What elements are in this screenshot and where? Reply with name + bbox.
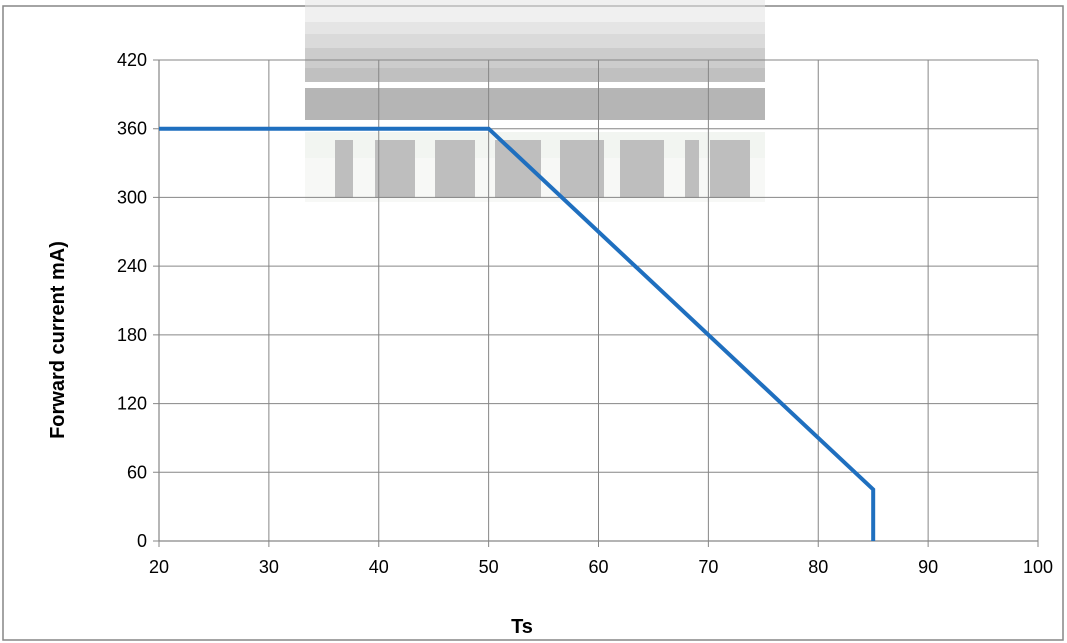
y-tick-label: 120 xyxy=(117,394,147,414)
watermark xyxy=(305,0,765,202)
axes xyxy=(158,60,1038,542)
y-tick-label: 420 xyxy=(117,50,147,70)
y-tick-label: 360 xyxy=(117,119,147,139)
x-tick-label: 80 xyxy=(808,557,828,577)
tick-labels: 20 30 40 50 60 70 80 90 100 0 60 120 180 240 300 360 420 xyxy=(117,50,1053,577)
x-axis-title: Ts xyxy=(511,616,533,638)
y-tick-label: 180 xyxy=(117,325,147,345)
x-tick-label: 90 xyxy=(918,557,938,577)
y-tick-label: 60 xyxy=(127,462,147,482)
x-tick-label: 70 xyxy=(698,557,718,577)
x-tick-label: 50 xyxy=(479,557,499,577)
x-tick-label: 100 xyxy=(1023,557,1053,577)
x-tick-label: 60 xyxy=(588,557,608,577)
series xyxy=(159,126,876,541)
series-line xyxy=(159,126,876,541)
x-tick-label: 20 xyxy=(149,557,169,577)
y-tick-label: 300 xyxy=(117,187,147,207)
y-tick-label: 240 xyxy=(117,256,147,276)
x-tick-label: 40 xyxy=(369,557,389,577)
x-tick-label: 30 xyxy=(259,557,279,577)
y-axis-title: Forward current mA) xyxy=(47,241,69,439)
y-tick-label: 0 xyxy=(137,531,147,551)
